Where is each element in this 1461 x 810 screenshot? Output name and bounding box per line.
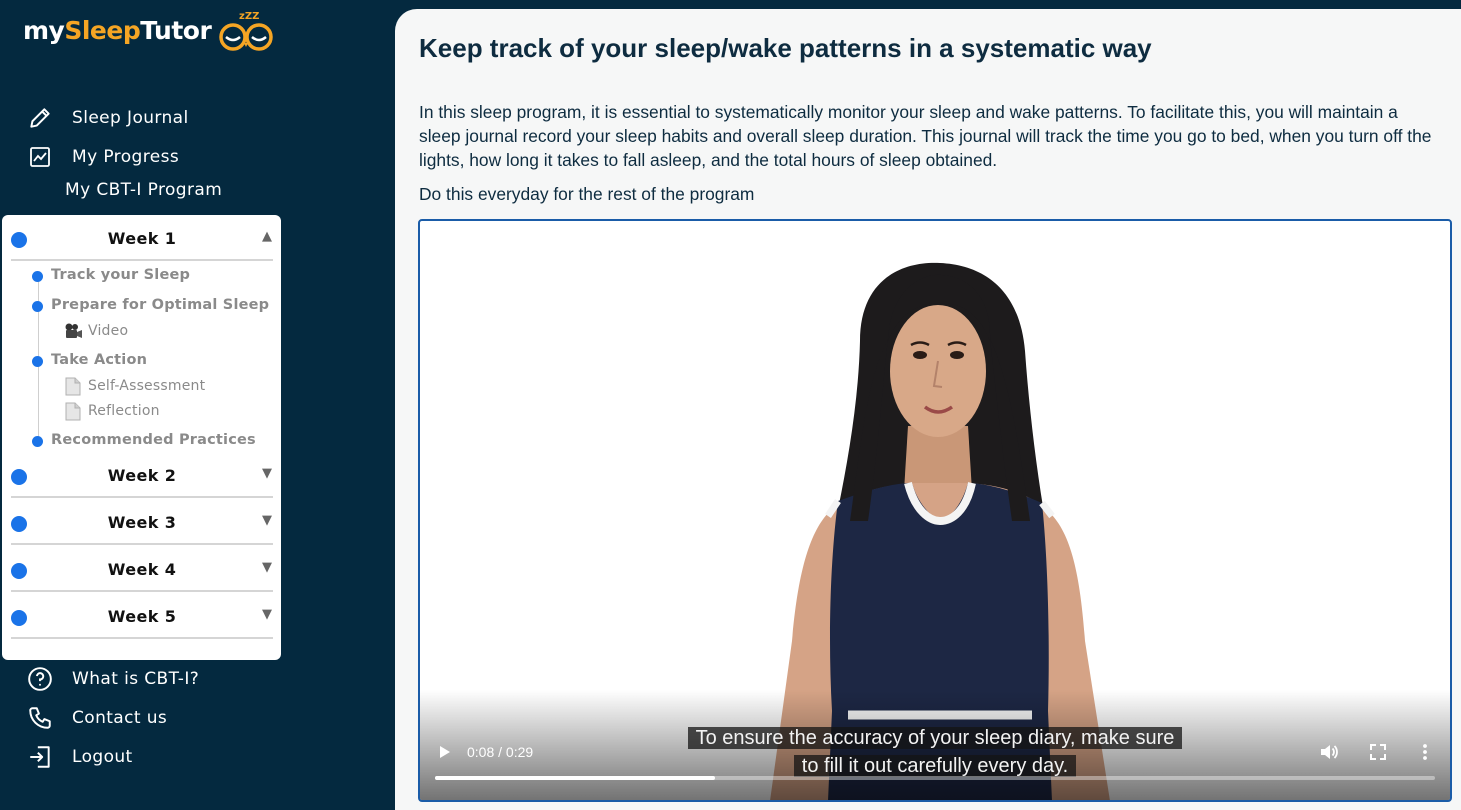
item-video-label: Video xyxy=(88,323,129,339)
video-progress-bar[interactable] xyxy=(435,776,1435,780)
item-self-assessment[interactable]: Self-Assessment xyxy=(63,376,205,396)
week-2-label: Week 2 xyxy=(107,466,177,485)
chevron-down-icon: ▼ xyxy=(262,466,272,481)
item-status-dot xyxy=(32,301,43,312)
week-3-header[interactable]: Week 3 ▼ xyxy=(11,499,273,545)
week-5-label: Week 5 xyxy=(107,607,177,626)
description-paragraph: In this sleep program, it is essential t… xyxy=(419,102,1432,170)
week-status-dot xyxy=(11,516,27,532)
week-4-label: Week 4 xyxy=(107,560,177,579)
nav-what-is-cbti[interactable]: What is CBT-I? xyxy=(25,664,199,694)
volume-icon xyxy=(1321,745,1338,759)
fullscreen-icon xyxy=(1370,744,1386,760)
logo-text: mySleepTutor xyxy=(23,15,212,45)
chevron-up-icon: ▲ xyxy=(262,229,272,244)
page-title: Keep track of your sleep/wake patterns i… xyxy=(419,33,1152,63)
more-vertical-icon xyxy=(1423,744,1427,760)
more-options-button[interactable] xyxy=(1419,742,1431,766)
nav-what-is-cbti-label: What is CBT-I? xyxy=(72,669,200,689)
owl-logo-icon: zZZ xyxy=(215,6,277,54)
week-status-dot xyxy=(11,232,27,248)
nav-contact-us-label: Contact us xyxy=(72,708,168,728)
document-icon xyxy=(63,401,83,421)
play-icon xyxy=(440,746,450,758)
nav-logout-label: Logout xyxy=(72,747,133,767)
week-4-header[interactable]: Week 4 ▼ xyxy=(11,546,273,592)
caption-line-1: To ensure the accuracy of your sleep dia… xyxy=(687,727,1183,749)
item-video[interactable]: Video xyxy=(63,321,128,341)
chart-icon xyxy=(25,142,55,172)
item-take-action[interactable]: Take Action xyxy=(51,352,148,368)
logout-icon xyxy=(25,742,55,772)
week-1-label: Week 1 xyxy=(107,229,177,248)
week-status-dot xyxy=(11,610,27,626)
item-status-dot xyxy=(32,356,43,367)
week-1-header[interactable]: Week 1 ▲ xyxy=(11,215,273,261)
app-logo[interactable]: mySleepTutor zZZ xyxy=(23,4,277,56)
caption-line-2: to fill it out carefully every day. xyxy=(793,755,1077,777)
week-status-dot xyxy=(11,469,27,485)
item-self-assessment-label: Self-Assessment xyxy=(88,378,206,394)
week-status-dot xyxy=(11,563,27,579)
document-icon xyxy=(63,376,83,396)
item-track-your-sleep[interactable]: Track your Sleep xyxy=(51,267,191,283)
nav-sleep-journal-label: Sleep Journal xyxy=(72,108,189,128)
video-player[interactable]: To ensure the accuracy of your sleep dia… xyxy=(418,219,1452,802)
video-time: 0:08 / 0:29 xyxy=(467,744,534,760)
sidebar: mySleepTutor zZZ Sleep Journal My Progre… xyxy=(0,0,395,810)
video-caption: To ensure the accuracy of your sleep dia… xyxy=(682,724,1188,780)
item-reflection-label: Reflection xyxy=(88,403,160,419)
item-status-dot xyxy=(32,436,43,447)
phone-icon xyxy=(25,703,55,733)
fullscreen-button[interactable] xyxy=(1369,743,1387,765)
nav-sleep-journal[interactable]: Sleep Journal xyxy=(25,103,189,133)
week-2-header[interactable]: Week 2 ▼ xyxy=(11,452,273,498)
help-circle-icon xyxy=(25,664,55,694)
play-button[interactable] xyxy=(436,743,452,765)
week-5-header[interactable]: Week 5 ▼ xyxy=(11,593,273,639)
svg-text:zZZ: zZZ xyxy=(239,11,259,22)
item-prepare-optimal-sleep[interactable]: Prepare for Optimal Sleep xyxy=(51,297,270,313)
nav-logout[interactable]: Logout xyxy=(25,742,133,772)
nav-my-progress[interactable]: My Progress xyxy=(25,142,179,172)
video-camera-icon xyxy=(63,321,83,341)
video-progress-fill xyxy=(435,776,715,780)
week-3-label: Week 3 xyxy=(107,513,177,532)
nav-my-program[interactable]: My CBT-I Program xyxy=(65,180,223,200)
volume-button[interactable] xyxy=(1319,742,1339,766)
item-recommended-practices[interactable]: Recommended Practices xyxy=(51,432,256,448)
pencil-icon xyxy=(25,103,55,133)
instruction-text: Do this everyday for the rest of the pro… xyxy=(419,184,755,204)
program-weeks-panel: Week 1 ▲ Track your Sleep Prepare for Op… xyxy=(2,215,281,660)
nav-contact-us[interactable]: Contact us xyxy=(25,703,167,733)
chevron-down-icon: ▼ xyxy=(262,560,272,575)
item-status-dot xyxy=(32,271,43,282)
chevron-down-icon: ▼ xyxy=(262,607,272,622)
item-reflection[interactable]: Reflection xyxy=(63,401,160,421)
nav-my-progress-label: My Progress xyxy=(72,147,180,167)
chevron-down-icon: ▼ xyxy=(262,513,272,528)
